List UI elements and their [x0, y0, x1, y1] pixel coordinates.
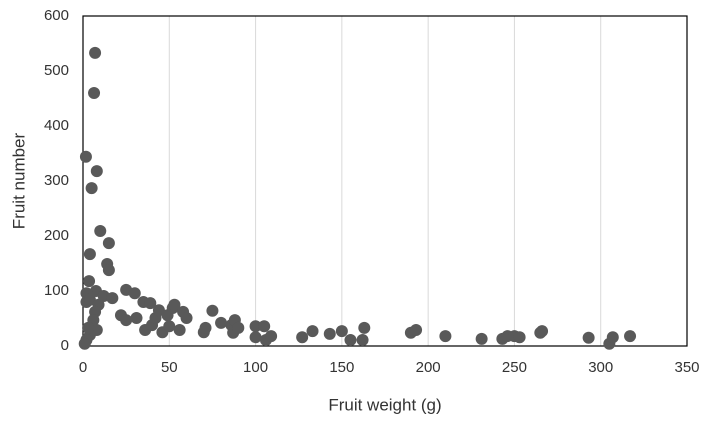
point: [180, 311, 193, 324]
point: [475, 332, 488, 345]
point: [120, 314, 133, 327]
y-axis-title: Fruit number: [9, 132, 28, 229]
point: [83, 248, 96, 261]
x-tick-label: 350: [674, 359, 699, 376]
point: [232, 321, 245, 334]
y-tick-label: 100: [44, 282, 69, 299]
point: [130, 311, 143, 324]
point: [296, 331, 309, 344]
point: [410, 324, 423, 337]
point: [102, 237, 115, 250]
point: [144, 297, 157, 310]
point: [88, 87, 101, 99]
point: [306, 325, 319, 338]
point: [536, 325, 549, 338]
point: [94, 225, 107, 238]
point: [163, 320, 176, 333]
point: [249, 320, 262, 333]
y-tick-label: 400: [44, 117, 69, 134]
point: [258, 320, 271, 333]
point: [102, 264, 115, 277]
x-tick-label: 150: [329, 359, 354, 376]
point: [323, 327, 336, 340]
y-tick-label: 0: [61, 337, 69, 354]
point: [83, 275, 96, 288]
point: [106, 292, 119, 305]
x-tick-label: 50: [161, 359, 178, 376]
point: [606, 331, 619, 344]
point: [344, 333, 357, 346]
point: [85, 182, 98, 195]
point: [78, 337, 91, 350]
point: [82, 321, 95, 334]
point: [90, 165, 103, 178]
point: [624, 330, 637, 343]
point: [265, 330, 278, 343]
point: [582, 331, 595, 344]
point: [168, 298, 181, 311]
y-tick-label: 200: [44, 227, 69, 244]
x-tick-label: 100: [243, 359, 268, 376]
point: [358, 321, 371, 334]
y-tick-label: 500: [44, 62, 69, 79]
x-axis-title: Fruit weight (g): [328, 395, 441, 414]
point: [199, 321, 212, 334]
point: [335, 325, 348, 338]
y-tick-label: 300: [44, 172, 69, 189]
y-tick-label: 600: [44, 7, 69, 24]
point: [206, 304, 219, 317]
point: [513, 331, 526, 344]
point: [128, 287, 141, 300]
point: [173, 324, 186, 337]
point: [249, 331, 262, 344]
point: [89, 46, 102, 59]
x-tick-label: 0: [79, 359, 87, 376]
x-tick-label: 200: [416, 359, 441, 376]
plot-frame: [82, 15, 688, 347]
point: [439, 330, 452, 343]
point: [356, 333, 369, 346]
x-tick-label: 300: [588, 359, 613, 376]
point: [79, 150, 92, 163]
x-tick-label: 250: [502, 359, 527, 376]
point: [215, 316, 228, 329]
